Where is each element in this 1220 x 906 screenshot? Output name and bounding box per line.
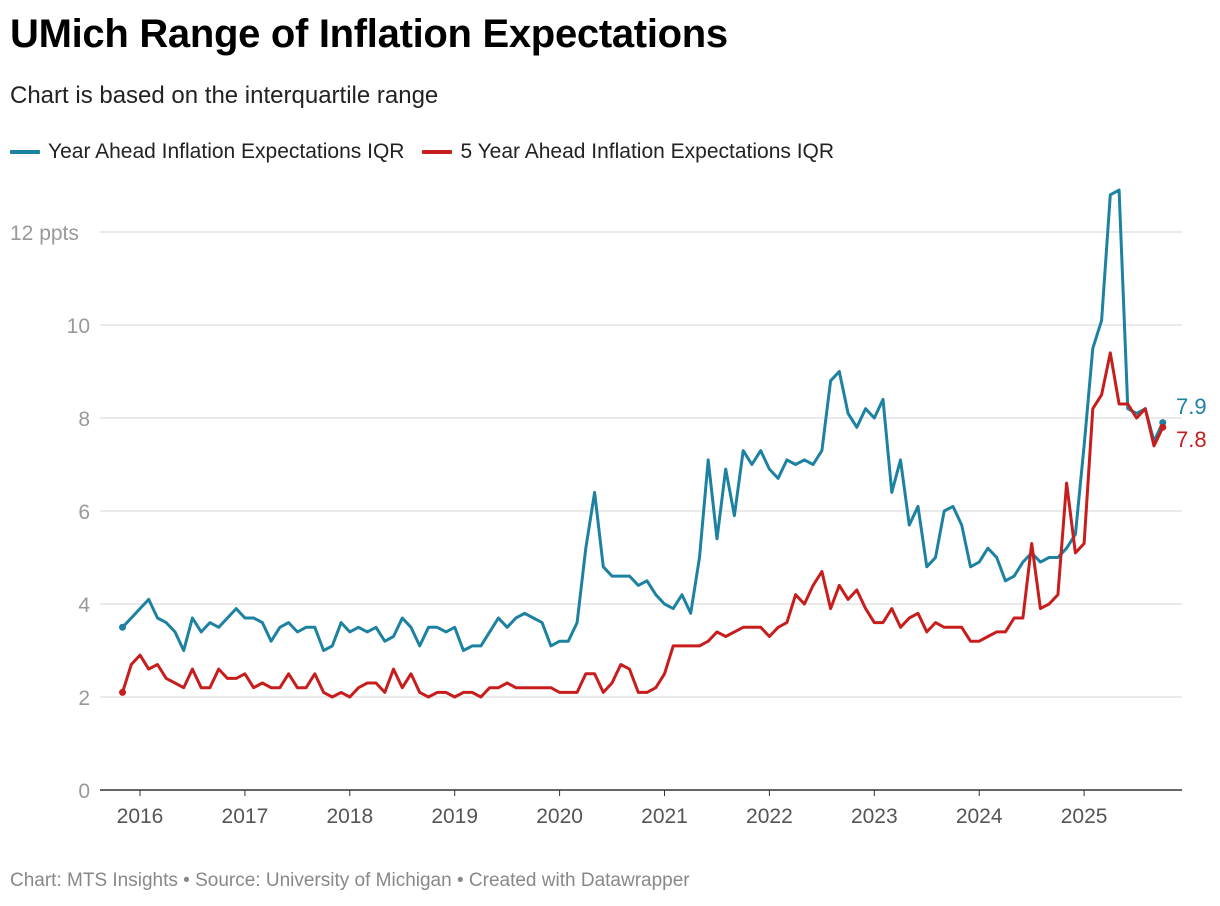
legend: Year Ahead Inflation Expectations IQR 5 … <box>10 140 834 164</box>
legend-swatch-year-ahead <box>10 150 40 154</box>
series-end-label-0: 7.9 <box>1176 394 1207 419</box>
series-start-point-1 <box>119 688 127 696</box>
y-tick-label: 0 <box>78 780 90 803</box>
legend-label-5-year-ahead: 5 Year Ahead Inflation Expectations IQR <box>460 140 835 163</box>
y-tick-label: 6 <box>78 501 90 524</box>
series-end-label-1: 7.8 <box>1176 427 1207 452</box>
x-tick-label: 2022 <box>746 805 793 828</box>
x-tick-label: 2025 <box>1061 805 1108 828</box>
y-tick-label: 8 <box>78 408 90 431</box>
x-tick-label: 2016 <box>117 805 164 828</box>
x-tick-label: 2018 <box>326 805 373 828</box>
legend-item-year-ahead: Year Ahead Inflation Expectations IQR <box>10 140 404 164</box>
chart-subtitle: Chart is based on the interquartile rang… <box>10 82 439 109</box>
series-line-1 <box>121 351 1165 699</box>
x-tick-label: 2024 <box>956 805 1003 828</box>
x-tick-label: 2020 <box>536 805 583 828</box>
legend-item-5-year-ahead: 5 Year Ahead Inflation Expectations IQR <box>422 140 834 164</box>
y-tick-label: 4 <box>78 594 90 617</box>
series-line-0 <box>121 188 1165 652</box>
legend-swatch-5-year-ahead <box>422 150 453 154</box>
y-tick-label: 2 <box>78 687 90 710</box>
series-start-point-0 <box>119 623 127 631</box>
y-tick-label: 12 ppts <box>10 222 79 245</box>
x-tick-label: 2019 <box>431 805 478 828</box>
x-tick-label: 2017 <box>222 805 269 828</box>
chart-footer: Chart: MTS Insights • Source: University… <box>10 870 690 891</box>
y-tick-label: 10 <box>67 315 90 338</box>
legend-label-year-ahead: Year Ahead Inflation Expectations IQR <box>48 140 405 163</box>
x-tick-label: 2023 <box>851 805 898 828</box>
x-tick-label: 2021 <box>641 805 688 828</box>
chart-title: UMich Range of Inflation Expectations <box>10 12 728 56</box>
series-end-point-1 <box>1159 423 1167 431</box>
